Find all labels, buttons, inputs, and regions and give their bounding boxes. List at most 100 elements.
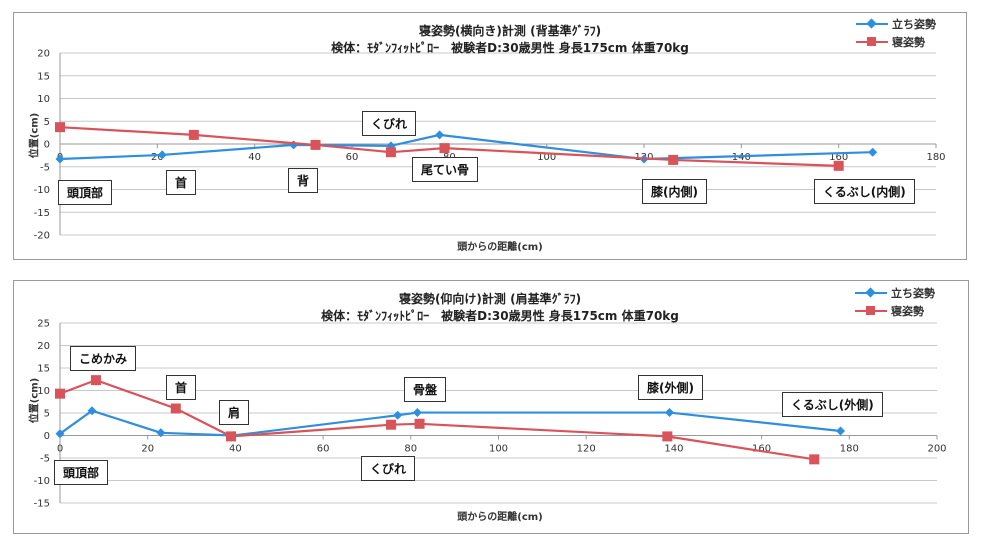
data-point-marker <box>414 418 425 429</box>
annotation-top-knee-inner: 膝(内側) <box>642 179 707 204</box>
data-point-marker <box>170 403 181 414</box>
legend-lying-swatch-icon <box>856 36 888 48</box>
x-tick-label: 80 <box>404 444 417 455</box>
annotation-top-back: 背 <box>288 168 319 193</box>
data-point-marker <box>188 129 199 140</box>
annotation-bottom-ankle-outer: くるぶし(外側) <box>782 392 883 417</box>
x-tick-label: 100 <box>489 444 508 455</box>
x-tick-label: 160 <box>829 152 848 163</box>
x-tick-label: 180 <box>926 152 945 163</box>
data-point-marker <box>310 139 321 150</box>
x-tick-label: 20 <box>151 152 164 163</box>
chart-top-plot: 20151050-5-10-15-20020406080100120140160… <box>34 49 946 242</box>
y-tick-label: 5 <box>44 117 50 128</box>
data-point-marker <box>386 419 397 430</box>
chart-bottom-title: 寝姿勢(仰向け)計測 (肩基準ｸﾞﾗﾌ) <box>398 292 582 306</box>
y-tick-label: 0 <box>44 140 50 151</box>
annotation-bottom-temple: こめかみ <box>70 346 137 371</box>
x-tick-label: 160 <box>752 444 771 455</box>
legend-lying-swatch-icon <box>855 305 887 317</box>
x-tick-label: 40 <box>248 152 261 163</box>
data-point-marker <box>412 408 422 418</box>
legend-item-lying: 寝姿勢 <box>856 33 936 51</box>
legend-item-standing: 立ち姿勢 <box>855 284 935 302</box>
x-tick-label: 40 <box>229 444 242 455</box>
y-tick-label: -10 <box>34 185 50 196</box>
y-tick-label: -20 <box>34 231 50 242</box>
data-point-marker <box>55 122 65 133</box>
x-tick-label: 140 <box>664 444 683 455</box>
data-point-marker <box>157 150 167 160</box>
x-tick-label: 120 <box>577 444 596 455</box>
data-point-marker <box>836 426 846 436</box>
annotation-bottom-neck: 首 <box>166 375 197 400</box>
data-point-marker <box>668 154 679 165</box>
data-point-marker <box>55 388 65 399</box>
annotation-top-head: 頭頂部 <box>58 180 113 205</box>
x-tick-label: 200 <box>927 444 946 455</box>
legend-lying-label: 寝姿勢 <box>892 36 925 49</box>
x-tick-label: 20 <box>141 444 154 455</box>
data-point-marker <box>393 410 403 420</box>
annotation-bottom-pelvis: 骨盤 <box>404 377 447 402</box>
chart-bottom-legend: 立ち姿勢 寝姿勢 <box>855 284 935 320</box>
series-line <box>59 378 815 461</box>
chart-top-title: 寝姿勢(横向き)計測 (背基準ｸﾞﾗﾌ) <box>418 24 602 38</box>
data-point-marker <box>226 431 237 442</box>
data-point-marker <box>439 143 450 154</box>
legend-standing-label: 立ち姿勢 <box>891 287 935 300</box>
chart-bottom-subtitle: 検体：ﾓﾀﾞﾝﾌｨｯﾄﾋﾟﾛｰ 被験者D:30歳男性 身長175cm 体重70k… <box>321 309 679 323</box>
y-tick-label: 10 <box>37 94 50 105</box>
y-tick-label: 0 <box>44 431 50 442</box>
annotation-bottom-shoulder: 肩 <box>219 400 250 425</box>
legend-lying-label: 寝姿勢 <box>891 305 924 318</box>
data-point-marker <box>868 147 878 157</box>
data-point-marker <box>87 406 97 416</box>
chart-top-legend: 立ち姿勢 寝姿勢 <box>856 15 936 51</box>
series-line <box>59 409 841 437</box>
x-tick-label: 60 <box>317 444 330 455</box>
legend-standing-swatch-icon <box>856 18 888 30</box>
x-tick-label: 0 <box>57 444 63 455</box>
annotation-top-neck: 首 <box>166 170 197 195</box>
y-tick-label: -10 <box>34 476 50 487</box>
data-point-marker <box>156 428 166 438</box>
data-point-marker <box>435 130 445 140</box>
annotation-top-waist: くびれ <box>362 111 417 136</box>
chart-top-subtitle: 検体：ﾓﾀﾞﾝﾌｨｯﾄﾋﾟﾛｰ 被験者D:30歳男性 身長175cm 体重70k… <box>331 41 689 55</box>
data-point-marker <box>55 429 65 439</box>
y-tick-label: 20 <box>37 49 50 60</box>
y-tick-label: 20 <box>37 341 50 352</box>
y-tick-label: -15 <box>34 499 50 510</box>
annotation-bottom-knee-outer: 膝(外側) <box>638 375 703 400</box>
x-tick-label: 180 <box>840 444 859 455</box>
annotation-top-tailbone: 尾てい骨 <box>412 157 479 182</box>
data-point-marker <box>385 147 396 158</box>
data-point-marker <box>665 408 675 418</box>
legend-item-standing: 立ち姿勢 <box>856 15 936 33</box>
annotation-top-ankle-inner: くるぶし(内側) <box>814 179 915 204</box>
chart-top-xlabel: 頭からの距離(cm) <box>457 242 543 253</box>
data-point-marker <box>662 431 673 442</box>
y-tick-label: 15 <box>37 364 50 375</box>
y-tick-label: 10 <box>37 386 50 397</box>
y-tick-label: 5 <box>44 409 50 420</box>
legend-standing-label: 立ち姿勢 <box>892 18 936 31</box>
y-tick-label: 15 <box>37 71 50 82</box>
legend-item-lying: 寝姿勢 <box>855 302 935 320</box>
y-tick-label: -15 <box>34 208 50 219</box>
y-tick-label: -5 <box>40 162 50 173</box>
annotation-bottom-head: 頭頂部 <box>54 460 109 485</box>
chart-bottom-xlabel: 頭からの距離(cm) <box>457 512 543 523</box>
legend-standing-swatch-icon <box>855 287 887 299</box>
data-point-marker <box>55 154 65 164</box>
x-tick-label: 60 <box>346 152 359 163</box>
data-point-marker <box>833 160 844 171</box>
data-point-marker <box>809 454 820 465</box>
x-tick-label: 100 <box>537 152 556 163</box>
y-tick-label: 25 <box>37 319 50 330</box>
data-point-marker <box>90 375 101 386</box>
chart-bottom-ylabel: 位置(cm) <box>29 377 41 424</box>
x-tick-label: 140 <box>732 152 751 163</box>
